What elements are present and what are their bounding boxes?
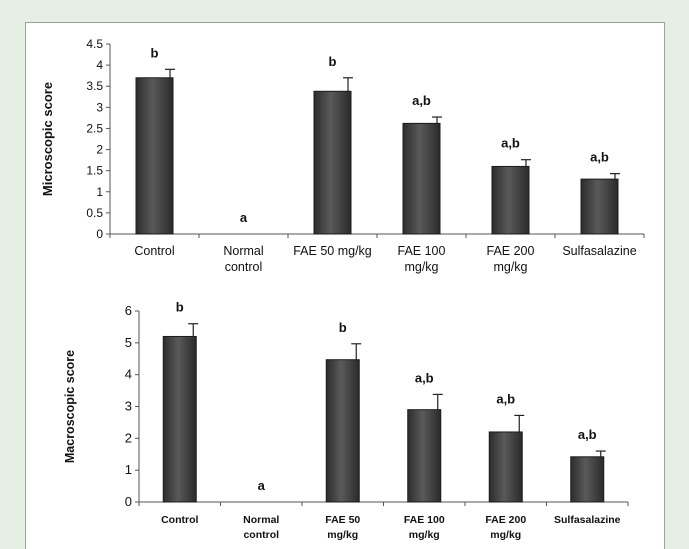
c2-bar (162, 335, 197, 503)
c1-bar (402, 122, 441, 235)
c2-category-label: mg/kg (490, 529, 521, 541)
c1-significance-label: a,b (501, 136, 520, 151)
c2-significance-label: a,b (578, 427, 597, 442)
c2-category-label: Sulfasalazine (554, 514, 621, 526)
c2-category-label: mg/kg (327, 529, 358, 541)
c1-y-tick-label: 3 (96, 100, 103, 114)
c2-significance-label: a (258, 478, 266, 493)
c2-y-tick-label: 6 (125, 303, 132, 318)
c1-significance-label: a,b (412, 93, 431, 108)
c1-y-tick-label: 2 (96, 143, 103, 157)
c1-significance-label: a (240, 210, 248, 225)
c2-category-label: FAE 200 (485, 514, 526, 526)
c1-significance-label: a,b (590, 150, 609, 165)
figure-panel: Microscopic score 0 0.5 1 1.5 2 2.5 3 3.5 4 4.5 b Co… (25, 22, 665, 549)
c2-category-label: FAE 100 (404, 514, 445, 526)
c2-category-label: Control (161, 514, 198, 526)
c1-y-tick-label: 3.5 (86, 79, 103, 93)
c1-bar (580, 178, 619, 235)
c2-y-tick-label: 4 (125, 367, 132, 382)
c1-category-label: FAE 100 (398, 244, 446, 258)
c1-y-tick-label: 1 (96, 185, 103, 199)
c1-category-label: Control (134, 244, 174, 258)
c1-y-tick-label: 0.5 (86, 206, 103, 220)
c1-bar (313, 90, 352, 235)
c2-bar (570, 456, 605, 503)
c1-category-label: FAE 200 (487, 244, 535, 258)
macroscopic-score-chart: Macroscopic score 0 1 2 3 4 5 6 b Control a Normal c… (63, 300, 629, 541)
c2-significance-label: b (176, 300, 184, 315)
c1-significance-label: b (329, 54, 337, 69)
c2-category-label: Normal (243, 514, 279, 526)
microscopic-score-chart: Microscopic score 0 0.5 1 1.5 2 2.5 3 3.5 4 4.5 b Co… (40, 37, 645, 274)
c1-category-label: control (225, 260, 263, 274)
c1-category-label: FAE 50 mg/kg (293, 244, 372, 258)
c2-y-axis-label: Macroscopic score (63, 350, 77, 463)
c1-y-tick-label: 1.5 (86, 164, 103, 178)
c2-significance-label: a,b (496, 391, 515, 406)
c2-bar (488, 431, 523, 503)
c1-y-tick-label: 2.5 (86, 121, 103, 135)
c2-significance-label: b (339, 320, 347, 335)
c2-category-label: control (243, 529, 279, 541)
c2-category-label: FAE 50 (325, 514, 360, 526)
c1-category-label: Normal (223, 244, 263, 258)
c1-bar (491, 165, 530, 235)
c1-y-tick-label: 4.5 (86, 37, 103, 51)
c1-category-label: Sulfasalazine (562, 244, 636, 258)
c2-y-tick-label: 0 (125, 494, 132, 509)
c1-y-tick-label: 0 (96, 227, 103, 241)
c1-y-tick-label: 4 (96, 58, 103, 72)
c2-y-tick-label: 3 (125, 399, 132, 414)
c2-y-tick-label: 5 (125, 335, 132, 350)
c1-category-label: mg/kg (404, 260, 438, 274)
c2-bar (407, 409, 442, 503)
c1-category-label: mg/kg (493, 260, 527, 274)
c2-bar (325, 359, 360, 503)
c2-category-label: mg/kg (409, 529, 440, 541)
c2-y-tick-label: 2 (125, 430, 132, 445)
c2-y-tick-label: 1 (125, 462, 132, 477)
c2-significance-label: a,b (415, 370, 434, 385)
c1-bar (135, 77, 174, 235)
c1-significance-label: b (151, 45, 159, 60)
c1-y-axis-label: Microscopic score (40, 82, 55, 196)
